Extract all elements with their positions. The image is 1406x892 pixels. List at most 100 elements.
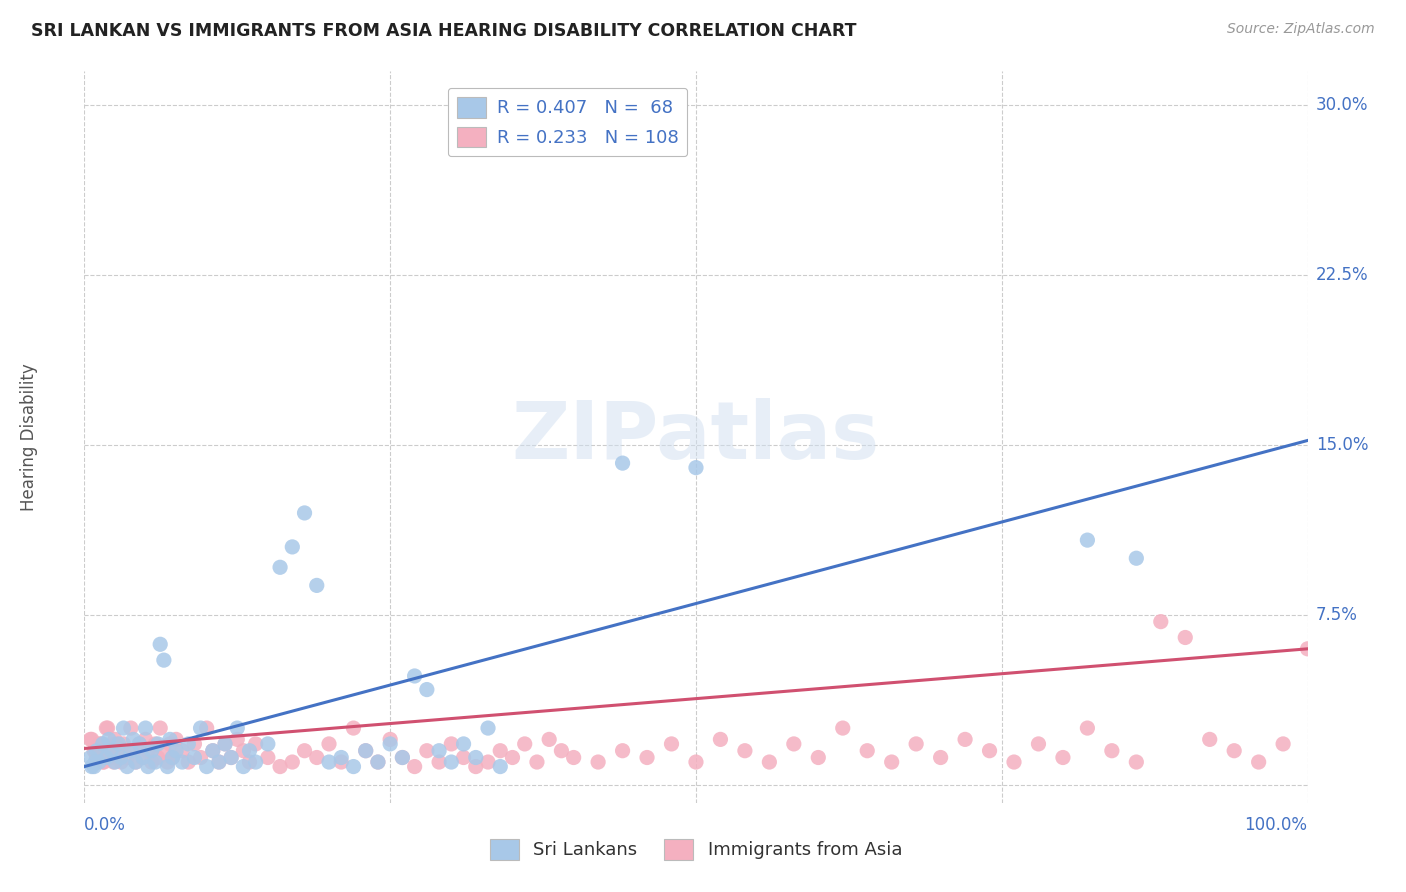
Point <box>135 721 157 735</box>
Point <box>201 744 224 758</box>
Point <box>143 737 166 751</box>
Point <box>245 737 267 751</box>
Point <box>330 750 353 764</box>
Point <box>135 732 157 747</box>
Point <box>112 737 135 751</box>
Point <box>1101 744 1123 758</box>
Point <box>281 755 304 769</box>
Text: 100.0%: 100.0% <box>1244 816 1308 834</box>
Point <box>125 755 148 769</box>
Point <box>269 759 291 773</box>
Point <box>83 744 105 758</box>
Point <box>477 721 499 735</box>
Point <box>1198 732 1220 747</box>
Point <box>219 750 242 764</box>
Point <box>226 721 249 735</box>
Point <box>177 755 200 769</box>
Point <box>162 750 184 764</box>
Point <box>734 744 756 758</box>
Point <box>100 750 122 764</box>
Text: 0.0%: 0.0% <box>84 816 127 834</box>
Point <box>232 744 254 758</box>
Point <box>107 737 129 751</box>
Point <box>562 750 585 764</box>
Point <box>305 750 328 764</box>
Point <box>685 755 707 769</box>
Point <box>404 669 426 683</box>
Point <box>318 737 340 751</box>
Point <box>354 744 377 758</box>
Point <box>453 737 475 751</box>
Point <box>427 755 450 769</box>
Point <box>391 750 413 764</box>
Text: 22.5%: 22.5% <box>1316 266 1368 285</box>
Point <box>162 750 184 764</box>
Point <box>165 744 187 758</box>
Point <box>156 755 179 769</box>
Point <box>146 750 169 764</box>
Text: 30.0%: 30.0% <box>1316 96 1368 114</box>
Point <box>165 732 187 747</box>
Point <box>245 755 267 769</box>
Point <box>146 737 169 751</box>
Point <box>149 721 172 735</box>
Point <box>880 755 903 769</box>
Text: SRI LANKAN VS IMMIGRANTS FROM ASIA HEARING DISABILITY CORRELATION CHART: SRI LANKAN VS IMMIGRANTS FROM ASIA HEARI… <box>31 22 856 40</box>
Point <box>453 750 475 764</box>
Point <box>367 755 389 769</box>
Point <box>86 750 108 764</box>
Point <box>97 732 120 747</box>
Point <box>294 506 316 520</box>
Point <box>201 744 224 758</box>
Point <box>354 744 377 758</box>
Point <box>831 721 853 735</box>
Point <box>172 744 194 758</box>
Point <box>1247 755 1270 769</box>
Point <box>905 737 928 751</box>
Point <box>1174 631 1197 645</box>
Point <box>80 759 103 773</box>
Point <box>90 737 112 751</box>
Text: 15.0%: 15.0% <box>1316 436 1368 454</box>
Point <box>107 744 129 758</box>
Point <box>489 744 512 758</box>
Point <box>195 721 218 735</box>
Point <box>856 744 879 758</box>
Point <box>208 755 231 769</box>
Point <box>929 750 952 764</box>
Point <box>177 737 200 751</box>
Legend: Sri Lankans, Immigrants from Asia: Sri Lankans, Immigrants from Asia <box>482 831 910 867</box>
Point <box>1076 533 1098 548</box>
Point <box>1223 744 1246 758</box>
Point <box>91 755 114 769</box>
Point <box>685 460 707 475</box>
Point <box>440 737 463 751</box>
Point <box>380 732 402 747</box>
Point <box>183 750 205 764</box>
Point <box>125 755 148 769</box>
Point <box>208 755 231 769</box>
Point <box>159 732 181 747</box>
Point <box>550 744 572 758</box>
Point <box>416 682 439 697</box>
Point <box>87 737 110 751</box>
Point <box>380 737 402 751</box>
Point <box>103 755 125 769</box>
Text: Hearing Disability: Hearing Disability <box>20 363 38 511</box>
Point <box>502 750 524 764</box>
Point <box>1125 551 1147 566</box>
Point <box>159 737 181 751</box>
Point <box>97 721 120 735</box>
Point <box>132 750 155 764</box>
Text: Source: ZipAtlas.com: Source: ZipAtlas.com <box>1227 22 1375 37</box>
Point <box>153 653 176 667</box>
Point <box>122 744 145 758</box>
Point <box>136 759 159 773</box>
Point <box>183 737 205 751</box>
Point <box>214 737 236 751</box>
Point <box>79 750 101 764</box>
Point <box>110 750 132 764</box>
Point <box>367 755 389 769</box>
Point <box>136 744 159 758</box>
Point <box>156 759 179 773</box>
